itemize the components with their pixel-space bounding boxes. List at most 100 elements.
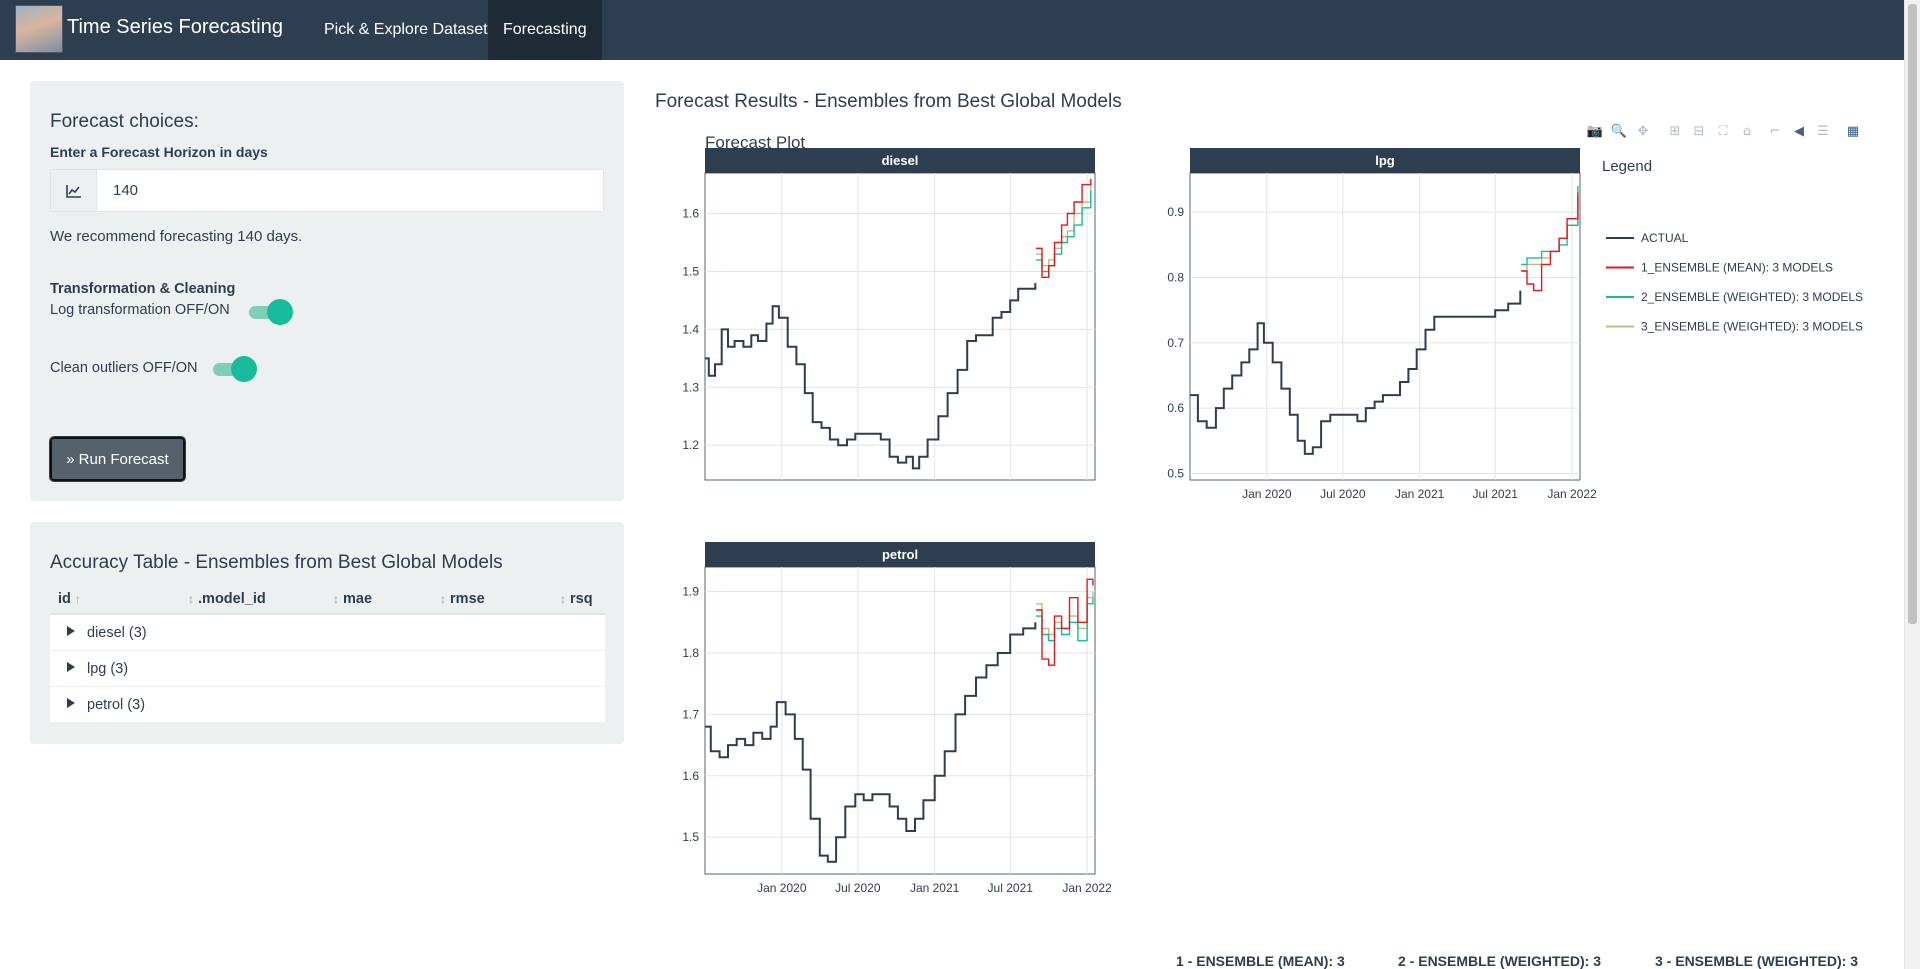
strip-label: lpg <box>1375 153 1395 168</box>
double-chevron-right-icon: » <box>66 450 75 468</box>
log-transformation-toggle[interactable] <box>249 299 293 325</box>
y-tick-label: 0.7 <box>1167 336 1184 350</box>
legend-title: Legend <box>1602 158 1652 175</box>
camera-icon[interactable]: 📷 <box>1586 123 1604 139</box>
plot-area <box>704 566 1096 875</box>
home-icon[interactable]: ⌂ <box>1742 123 1752 139</box>
plot-title: Forecast Plot <box>705 133 805 152</box>
y-tick-label: 0.5 <box>1167 466 1184 480</box>
x-tick-label: Jan 2021 <box>910 881 960 895</box>
strip-label: diesel <box>882 153 919 168</box>
y-tick-label: 0.9 <box>1167 205 1184 219</box>
forecast-choices-title: Forecast choices: <box>50 111 199 132</box>
legend-item-label[interactable]: 2_ENSEMBLE (WEIGHTED): 3 MODELS <box>1641 290 1863 304</box>
bottom-legend: 1 - ENSEMBLE (MEAN): 3 2 - ENSEMBLE (WEI… <box>1176 953 1858 969</box>
app-title: Time Series Forecasting <box>67 16 283 38</box>
legend-item-label[interactable]: 1_ENSEMBLE (MEAN): 3 MODELS <box>1641 261 1833 275</box>
zoom-in-icon[interactable]: ⊞ <box>1669 123 1681 139</box>
forecast-choices-panel: Forecast choices: Enter a Forecast Horiz… <box>30 81 624 501</box>
sort-asc-icon: ↑ <box>74 592 81 606</box>
sort-icon: ↕ <box>188 592 194 606</box>
forecast-horizon-input[interactable] <box>97 170 603 211</box>
column-header-model-id[interactable]: ↕ .model_id <box>188 591 266 607</box>
y-tick-label: 1.5 <box>682 830 699 844</box>
x-tick-label: Jan 2020 <box>757 881 807 895</box>
autoscale-icon[interactable]: ⛶ <box>1718 123 1728 139</box>
forecast-plot[interactable]: Forecast Plot diesel 1.2 1.3 1.4 1.5 1.6 lpg Ja… <box>645 120 1885 969</box>
expand-triangle-icon[interactable] <box>67 626 75 636</box>
series-ensemble-weighted-2[interactable] <box>1036 597 1094 642</box>
series-actual[interactable] <box>1190 290 1522 455</box>
table-row[interactable]: diesel (3) <box>50 615 605 651</box>
y-tick-label: 1.6 <box>682 207 699 221</box>
sort-icon: ↕ <box>333 592 339 606</box>
y-tick-label: 0.6 <box>1167 401 1184 415</box>
x-tick-label: Jul 2021 <box>1473 487 1519 501</box>
accuracy-table-title: Accuracy Table - Ensembles from Best Glo… <box>50 552 503 573</box>
page-scrollbar[interactable] <box>1904 0 1920 969</box>
avatar <box>15 5 63 53</box>
column-header-rsq[interactable]: ↕ rsq <box>560 591 593 607</box>
plot-modebar: 📷 🔍 ✥ ⊞ ⊟ ⛶ ⌂ ⌐ ◀ ☰ ▦ <box>1586 123 1862 139</box>
x-tick-label: Jan 2022 <box>1062 881 1112 895</box>
strip-header <box>705 542 1095 567</box>
navbar: Time Series Forecasting Pick & Explore D… <box>0 0 1904 60</box>
legend-item-label[interactable]: ACTUAL <box>1641 231 1689 245</box>
table-header: id ↑ ↕ .model_id ↕ mae ↕ rmse ↕ rsq <box>50 585 605 615</box>
clean-toggle-label: Clean outliers OFF/ON <box>50 360 198 376</box>
expand-triangle-icon[interactable] <box>67 698 75 708</box>
zoom-icon[interactable]: 🔍 <box>1610 123 1628 139</box>
bottom-label-weighted-3: 3 - ENSEMBLE (WEIGHTED): 3 <box>1655 953 1858 969</box>
chart-line-icon <box>51 170 97 211</box>
scrollbar-thumb[interactable] <box>1908 4 1917 624</box>
y-tick-label: 1.6 <box>682 769 699 783</box>
x-tick-label: Jan 2022 <box>1547 487 1597 501</box>
x-tick-label: Jul 2020 <box>1320 487 1366 501</box>
panel-petrol: petrol Jan 2020 Jul 2020 Jan 2021 Jul 2021 Ja… <box>682 542 1112 895</box>
pan-icon[interactable]: ✥ <box>1637 123 1649 139</box>
legend: Legend ACTUAL 1_ENSEMBLE (MEAN): 3 MODELS… <box>1602 158 1863 334</box>
y-tick-label: 1.2 <box>682 438 699 452</box>
x-tick-label: Jul 2020 <box>835 881 881 895</box>
plot-area <box>704 172 1096 481</box>
sort-icon: ↕ <box>440 592 446 606</box>
tab-forecasting[interactable]: Forecasting <box>488 0 602 60</box>
accuracy-panel: Accuracy Table - Ensembles from Best Glo… <box>30 522 624 744</box>
panel-diesel: diesel 1.2 1.3 1.4 1.5 1.6 <box>682 148 1096 481</box>
y-tick-label: 1.4 <box>682 322 699 336</box>
transform-heading: Transformation & Cleaning <box>50 281 236 297</box>
y-tick-label: 1.3 <box>682 380 699 394</box>
legend-item-label[interactable]: 3_ENSEMBLE (WEIGHTED): 3 MODELS <box>1641 320 1863 334</box>
hover-closest-icon[interactable]: ◀ <box>1794 123 1804 139</box>
series-actual[interactable] <box>705 622 1037 863</box>
x-tick-label: Jul 2021 <box>988 881 1034 895</box>
zoom-out-icon[interactable]: ⊟ <box>1693 123 1705 139</box>
strip-header <box>705 148 1095 173</box>
series-ensemble-mean[interactable] <box>1521 192 1579 292</box>
series-ensemble-mean[interactable] <box>1036 578 1094 666</box>
log-toggle-label: Log transformation OFF/ON <box>50 302 230 318</box>
series-actual[interactable] <box>705 283 1037 470</box>
table-row[interactable]: petrol (3) <box>50 687 605 723</box>
x-tick-label: Jan 2021 <box>1395 487 1445 501</box>
expand-triangle-icon[interactable] <box>67 662 75 672</box>
series-ensemble-mean[interactable] <box>1036 178 1092 278</box>
spike-lines-icon[interactable]: ⌐ <box>1769 123 1781 139</box>
table-row[interactable]: lpg (3) <box>50 651 605 687</box>
accuracy-table: id ↑ ↕ .model_id ↕ mae ↕ rmse ↕ rsq dies… <box>50 585 605 723</box>
plotly-logo-icon[interactable]: ▦ <box>1846 123 1860 139</box>
horizon-label: Enter a Forecast Horizon in days <box>50 144 268 160</box>
column-header-rmse[interactable]: ↕ rmse <box>440 591 485 607</box>
x-tick-label: Jan 2020 <box>1242 487 1292 501</box>
sort-icon: ↕ <box>560 592 566 606</box>
column-header-id[interactable]: id ↑ <box>58 591 81 607</box>
plot-area <box>1189 172 1581 481</box>
clean-outliers-toggle[interactable] <box>213 356 257 382</box>
run-forecast-button[interactable]: » Run Forecast <box>49 436 186 482</box>
hover-compare-icon[interactable]: ☰ <box>1817 123 1829 139</box>
panel-lpg: lpg Jan 2020 Jul 2020 Jan 2021 Jul 2021 Jan 2… <box>1167 148 1597 501</box>
tab-pick-explore-dataset[interactable]: Pick & Explore Dataset <box>324 21 488 38</box>
column-header-mae[interactable]: ↕ mae <box>333 591 373 607</box>
y-tick-label: 1.5 <box>682 264 699 278</box>
bottom-label-mean: 1 - ENSEMBLE (MEAN): 3 <box>1176 953 1345 969</box>
